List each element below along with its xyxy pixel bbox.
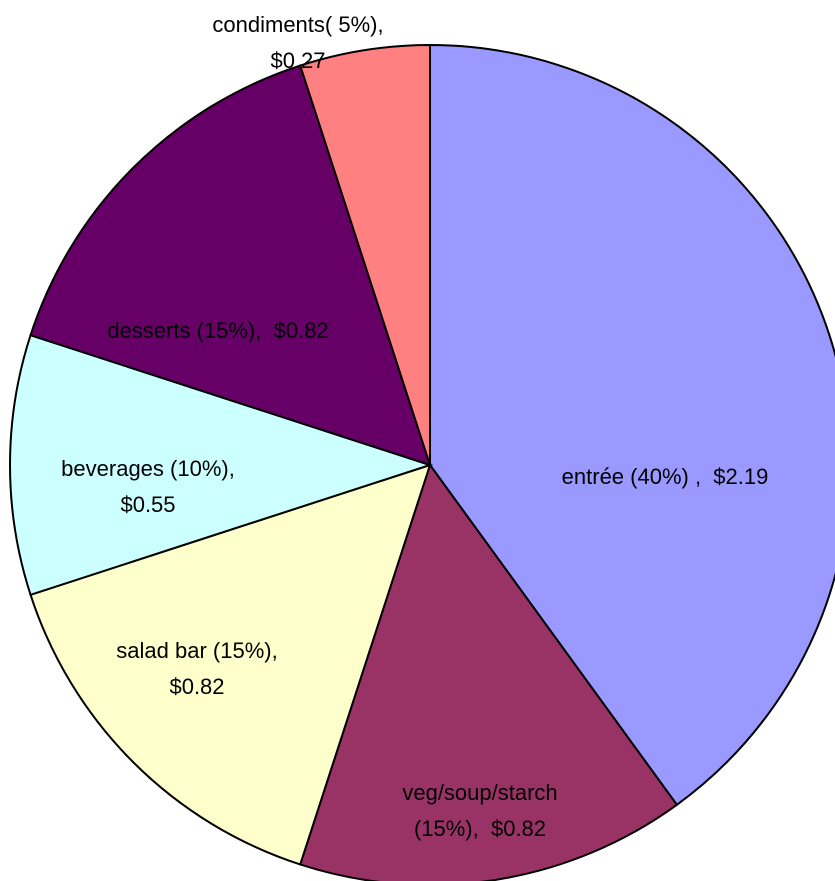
slice-label: entrée (40%) , $2.19 — [562, 464, 769, 489]
slice-label: desserts (15%), $0.82 — [107, 318, 328, 343]
slice-label: condiments( 5%), $0.27 — [212, 12, 383, 73]
slice-label: veg/soup/starch (15%), $0.82 — [402, 780, 557, 841]
pie-slice — [429, 43, 835, 807]
pie-slice — [9, 333, 434, 597]
slice-label: beverages (10%), $0.55 — [61, 456, 235, 517]
pie-slice — [298, 43, 431, 466]
pie-slice — [29, 463, 432, 866]
pie-slice — [298, 462, 679, 881]
slice-label: salad bar (15%), $0.82 — [116, 638, 277, 699]
pie-slice — [29, 64, 432, 467]
